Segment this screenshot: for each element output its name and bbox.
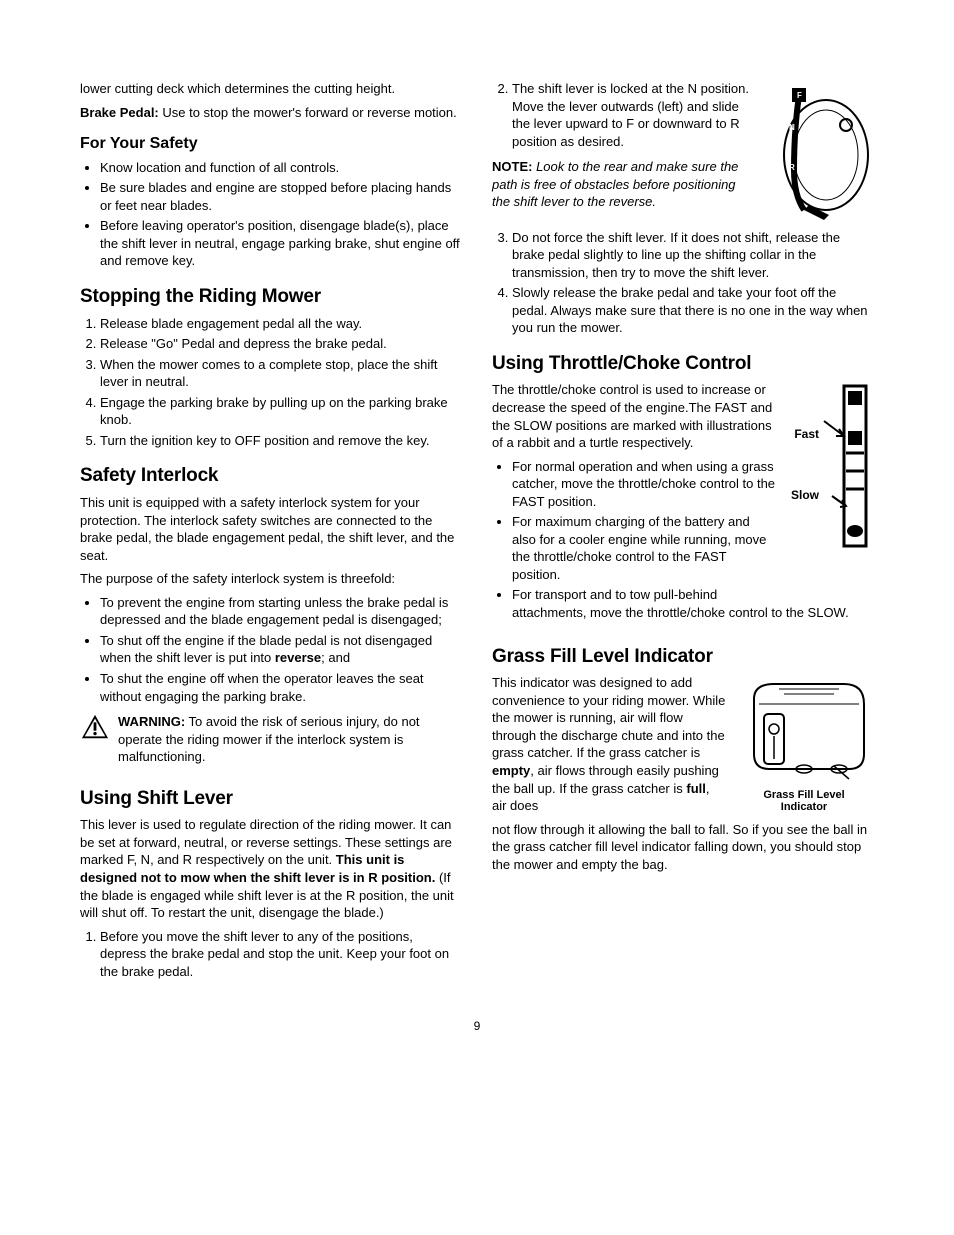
brake-pedal-text: Use to stop the mower's forward or rever…: [159, 105, 457, 120]
brake-pedal-label: Brake Pedal:: [80, 105, 159, 120]
list-item: Engage the parking brake by pulling up o…: [100, 394, 462, 429]
throttle-illustration: Fast Slow: [784, 381, 874, 588]
list-item: Release blade engagement pedal all the w…: [100, 315, 462, 333]
throttle-heading: Using Throttle/Choke Control: [492, 351, 874, 377]
list-item: When the mower comes to a complete stop,…: [100, 356, 462, 391]
list-item: Be sure blades and engine are stopped be…: [100, 179, 462, 214]
note-label: NOTE:: [492, 159, 532, 174]
list-item: To shut off the engine if the blade peda…: [100, 632, 462, 667]
text: To shut off the engine if the blade peda…: [100, 633, 432, 666]
interlock-list: To prevent the engine from starting unle…: [100, 594, 462, 705]
svg-text:R: R: [789, 163, 795, 172]
svg-text:N: N: [789, 123, 795, 132]
list-item: Before you move the shift lever to any o…: [100, 928, 462, 981]
text: ; and: [321, 650, 350, 665]
list-item: Turn the ignition key to OFF position an…: [100, 432, 462, 450]
list-item: Know location and function of all contro…: [100, 159, 462, 177]
slow-label: Slow: [779, 487, 819, 503]
shift-p1: This lever is used to regulate direction…: [80, 816, 462, 921]
interlock-p2: The purpose of the safety interlock syst…: [80, 570, 462, 588]
interlock-heading: Safety Interlock: [80, 463, 462, 489]
list-item: To prevent the engine from starting unle…: [100, 594, 462, 629]
list-item: Slowly release the brake pedal and take …: [512, 284, 874, 337]
list-item: To shut the engine off when the operator…: [100, 670, 462, 705]
fast-label: Fast: [779, 426, 819, 442]
grass-fill-heading: Grass Fill Level Indicator: [492, 644, 874, 670]
grass-caption-2: Indicator: [734, 801, 874, 813]
text-bold: full: [686, 781, 706, 796]
svg-text:F: F: [797, 91, 802, 100]
warning-block: WARNING: To avoid the risk of serious in…: [80, 713, 462, 772]
right-column: F N R The shift lever is locked at the N…: [492, 80, 874, 988]
left-column: lower cutting deck which determines the …: [80, 80, 462, 988]
shift-lever-heading: Using Shift Lever: [80, 786, 462, 812]
intro-text: lower cutting deck which determines the …: [80, 80, 462, 98]
warning-label: WARNING:: [118, 714, 185, 729]
shift-list-part1: Before you move the shift lever to any o…: [100, 928, 462, 981]
grass-caption-1: Grass Fill Level: [734, 789, 874, 801]
shift-lever-illustration: F N R: [764, 80, 874, 225]
text-bold: reverse: [275, 650, 321, 665]
brake-pedal-para: Brake Pedal: Use to stop the mower's for…: [80, 104, 462, 122]
list-item: For transport and to tow pull-behind att…: [512, 586, 874, 621]
list-item: Release "Go" Pedal and depress the brake…: [100, 335, 462, 353]
safety-list: Know location and function of all contro…: [100, 159, 462, 270]
text: This indicator was designed to add conve…: [492, 675, 725, 760]
warning-text: WARNING: To avoid the risk of serious in…: [118, 713, 462, 766]
warning-icon: [80, 713, 110, 746]
for-your-safety-heading: For Your Safety: [80, 133, 462, 155]
stopping-list: Release blade engagement pedal all the w…: [100, 315, 462, 450]
page-number: 9: [80, 1018, 874, 1034]
page-content: lower cutting deck which determines the …: [80, 80, 874, 988]
grass-catcher-illustration: Grass Fill Level Indicator: [734, 674, 874, 813]
interlock-p1: This unit is equipped with a safety inte…: [80, 494, 462, 564]
list-item: Before leaving operator's position, dise…: [100, 217, 462, 270]
list-item: Do not force the shift lever. If it does…: [512, 229, 874, 282]
text-bold: empty: [492, 763, 530, 778]
stopping-heading: Stopping the Riding Mower: [80, 284, 462, 310]
grass-p2: not flow through it allowing the ball to…: [492, 821, 874, 874]
shift-list-part3: Do not force the shift lever. If it does…: [512, 229, 874, 337]
